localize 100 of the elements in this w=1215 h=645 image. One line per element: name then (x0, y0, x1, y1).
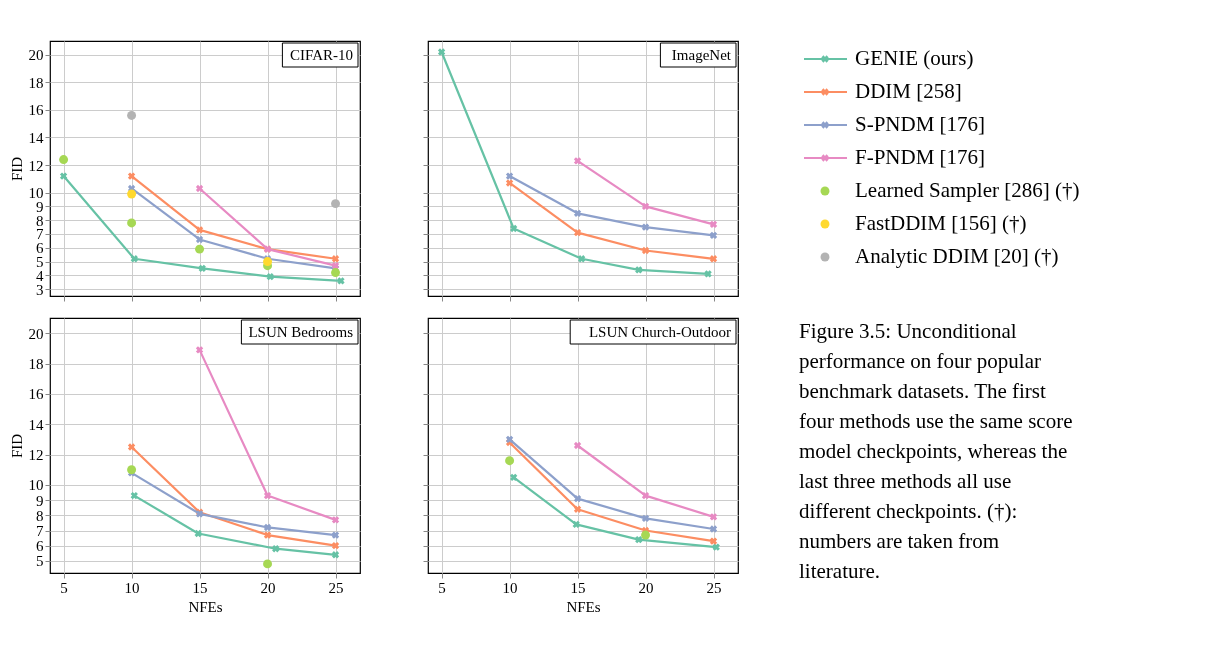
legend-label: FastDDIM [156] (†) (855, 211, 1027, 235)
point (505, 179, 514, 187)
x-axis-title: NFEs (188, 598, 223, 615)
y-tick-label: 8 (36, 212, 44, 229)
y-tick-label: 14 (28, 416, 44, 433)
x-tick-label: 20 (260, 579, 276, 596)
point (195, 184, 204, 193)
point (641, 491, 650, 500)
point (712, 543, 720, 551)
y-tick-label: 7 (36, 226, 44, 243)
point (635, 535, 643, 544)
point (509, 224, 518, 233)
point (509, 473, 518, 482)
x-tick-label: 20 (638, 579, 654, 596)
y-tick-label: 14 (28, 129, 44, 146)
point (709, 220, 718, 228)
x-tick-label: 25 (328, 579, 344, 596)
y-tick-label: 20 (28, 47, 44, 64)
y-tick-label: 12 (28, 447, 44, 464)
point (573, 494, 582, 503)
point (641, 223, 650, 231)
legend-label: Analytic DDIM [20] (†) (855, 244, 1059, 268)
point (573, 209, 582, 217)
point (127, 189, 137, 199)
y-tick-label: 6 (36, 240, 44, 257)
point (59, 155, 69, 164)
point (127, 110, 137, 120)
x-axis-title: NFEs (566, 598, 601, 615)
point (195, 346, 204, 354)
x-tick-label: 15 (570, 579, 586, 596)
legend-label: Learned Sampler [286] (†) (855, 178, 1080, 202)
point (641, 202, 650, 211)
point (195, 235, 204, 244)
point (266, 273, 274, 281)
y-tick-label: 7 (36, 523, 44, 539)
point (704, 270, 712, 278)
point (331, 551, 340, 559)
y-tick-label: 3 (36, 281, 44, 298)
point (573, 157, 582, 165)
point (272, 545, 280, 553)
point (709, 513, 718, 521)
point (263, 523, 272, 532)
legend-label: DDIM [258] (855, 79, 962, 103)
x-tick-label: 15 (192, 579, 208, 596)
point (331, 516, 340, 524)
point (130, 255, 138, 263)
point (127, 218, 137, 228)
y-axis-title: FID (8, 156, 25, 182)
point (194, 529, 202, 538)
point (130, 491, 138, 500)
point (573, 228, 582, 237)
y-tick-label: 8 (36, 507, 44, 524)
point (331, 268, 340, 278)
point (331, 199, 340, 209)
point (195, 244, 205, 254)
text: Figure 3.5: Unconditional performance on four popular benchmark datasets. The first four methods use the same score model checkpoints, whereas the last three methods all use different checkpoints. (†): numbers are taken from literature. (799, 319, 1073, 583)
point (195, 226, 204, 234)
legend-label: F-PNDM [176] (855, 145, 986, 169)
point (709, 537, 718, 545)
chart-title: LSUN Church-Outdoor (588, 324, 731, 340)
y-tick-label: 5 (36, 553, 44, 570)
chart-title: ImageNet (671, 47, 732, 63)
point (127, 465, 137, 475)
y-tick-label: 9 (36, 492, 44, 509)
point (709, 231, 718, 240)
point (641, 530, 651, 540)
point (331, 542, 340, 550)
point (337, 277, 345, 285)
legend-label: S-PNDM [176] (855, 112, 986, 136)
y-tick-label: 18 (28, 74, 44, 91)
point (641, 514, 650, 523)
x-tick-label: 25 (706, 579, 722, 596)
y-tick-label: 20 (28, 325, 44, 342)
point (331, 255, 340, 263)
point (263, 531, 272, 539)
legend-label: GENIE (ours) (855, 46, 974, 70)
x-tick-label: 10 (124, 579, 140, 596)
point (577, 255, 586, 263)
point (263, 491, 272, 500)
point (505, 456, 515, 466)
point (709, 525, 718, 533)
chart-title: CIFAR-10 (289, 47, 353, 63)
point (127, 172, 136, 180)
point (437, 48, 446, 56)
y-tick-label: 16 (28, 102, 44, 119)
x-tick-label: 5 (60, 579, 68, 596)
y-axis-title: FID (8, 433, 25, 459)
point (198, 264, 206, 273)
point (573, 441, 582, 450)
point (59, 172, 68, 180)
point (573, 505, 582, 513)
y-tick-label: 12 (28, 157, 44, 174)
y-tick-label: 18 (28, 356, 44, 373)
point (505, 172, 514, 180)
x-tick-label: 5 (438, 579, 446, 596)
point (635, 266, 643, 274)
x-tick-label: 10 (502, 579, 518, 596)
y-tick-label: 6 (36, 538, 44, 555)
point (263, 559, 273, 569)
point (127, 443, 136, 451)
